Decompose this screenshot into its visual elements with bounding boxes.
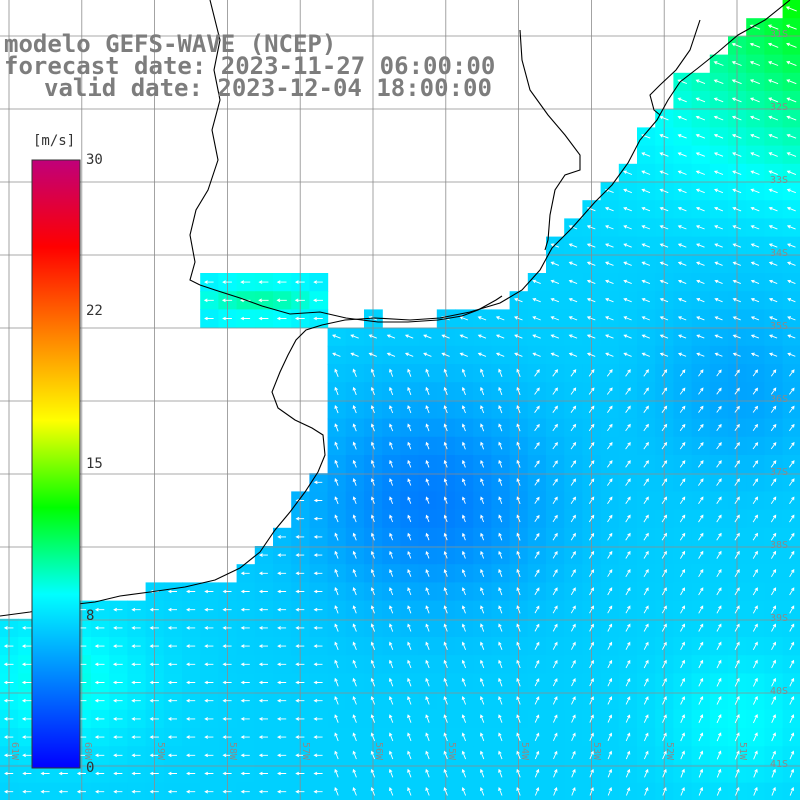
river-plate-north-shore bbox=[199, 284, 503, 323]
border-line-2 bbox=[519, 29, 581, 251]
lon-label: 59W bbox=[154, 742, 166, 761]
lat-label: 35S bbox=[770, 321, 789, 332]
lat-label: 33S bbox=[770, 175, 789, 186]
lagoon-shore bbox=[649, 19, 701, 116]
colorbar-tick-15: 15 bbox=[86, 456, 103, 472]
title-forecast-date: forecast date: 2023-11-27 06:00:00 bbox=[4, 52, 496, 80]
lat-label: 37S bbox=[770, 467, 789, 478]
colorbar-tick-8: 8 bbox=[86, 608, 95, 624]
lon-label: 61W bbox=[9, 742, 20, 761]
lat-label: 31S bbox=[770, 29, 789, 40]
wind-vectors bbox=[3, 6, 797, 796]
border-line bbox=[189, 0, 221, 286]
lat-label: 34S bbox=[770, 248, 789, 259]
lon-label: 51W bbox=[737, 742, 748, 761]
colorbar-tick-22: 22 bbox=[86, 303, 103, 319]
lat-label: 38S bbox=[770, 540, 789, 551]
lat-label: 32S bbox=[770, 102, 789, 113]
lon-label: 54W bbox=[518, 742, 530, 761]
lon-label: 60W bbox=[81, 742, 93, 761]
lon-label: 58W bbox=[227, 742, 239, 761]
lon-label: 55W bbox=[445, 742, 457, 761]
lon-label: 57W bbox=[300, 742, 312, 761]
colorbar bbox=[31, 159, 81, 769]
title-valid-date: valid date: 2023-12-04 18:00:00 bbox=[44, 74, 492, 102]
colorbar-tick-30: 30 bbox=[86, 152, 103, 168]
lon-label: 52W bbox=[664, 742, 676, 761]
colorbar-tick-0: 0 bbox=[86, 760, 95, 776]
lat-label: 36S bbox=[770, 394, 789, 405]
lon-label: 56W bbox=[373, 742, 384, 761]
lat-label: 41S bbox=[770, 759, 789, 770]
lon-label: 53W bbox=[591, 742, 603, 761]
title-model: modelo GEFS-WAVE (NCEP) bbox=[4, 30, 337, 58]
lat-label: 40S bbox=[770, 686, 789, 697]
lat-label: 39S bbox=[770, 613, 789, 624]
colorbar-unit: [m/s] bbox=[33, 133, 76, 149]
coastline bbox=[0, 0, 791, 617]
